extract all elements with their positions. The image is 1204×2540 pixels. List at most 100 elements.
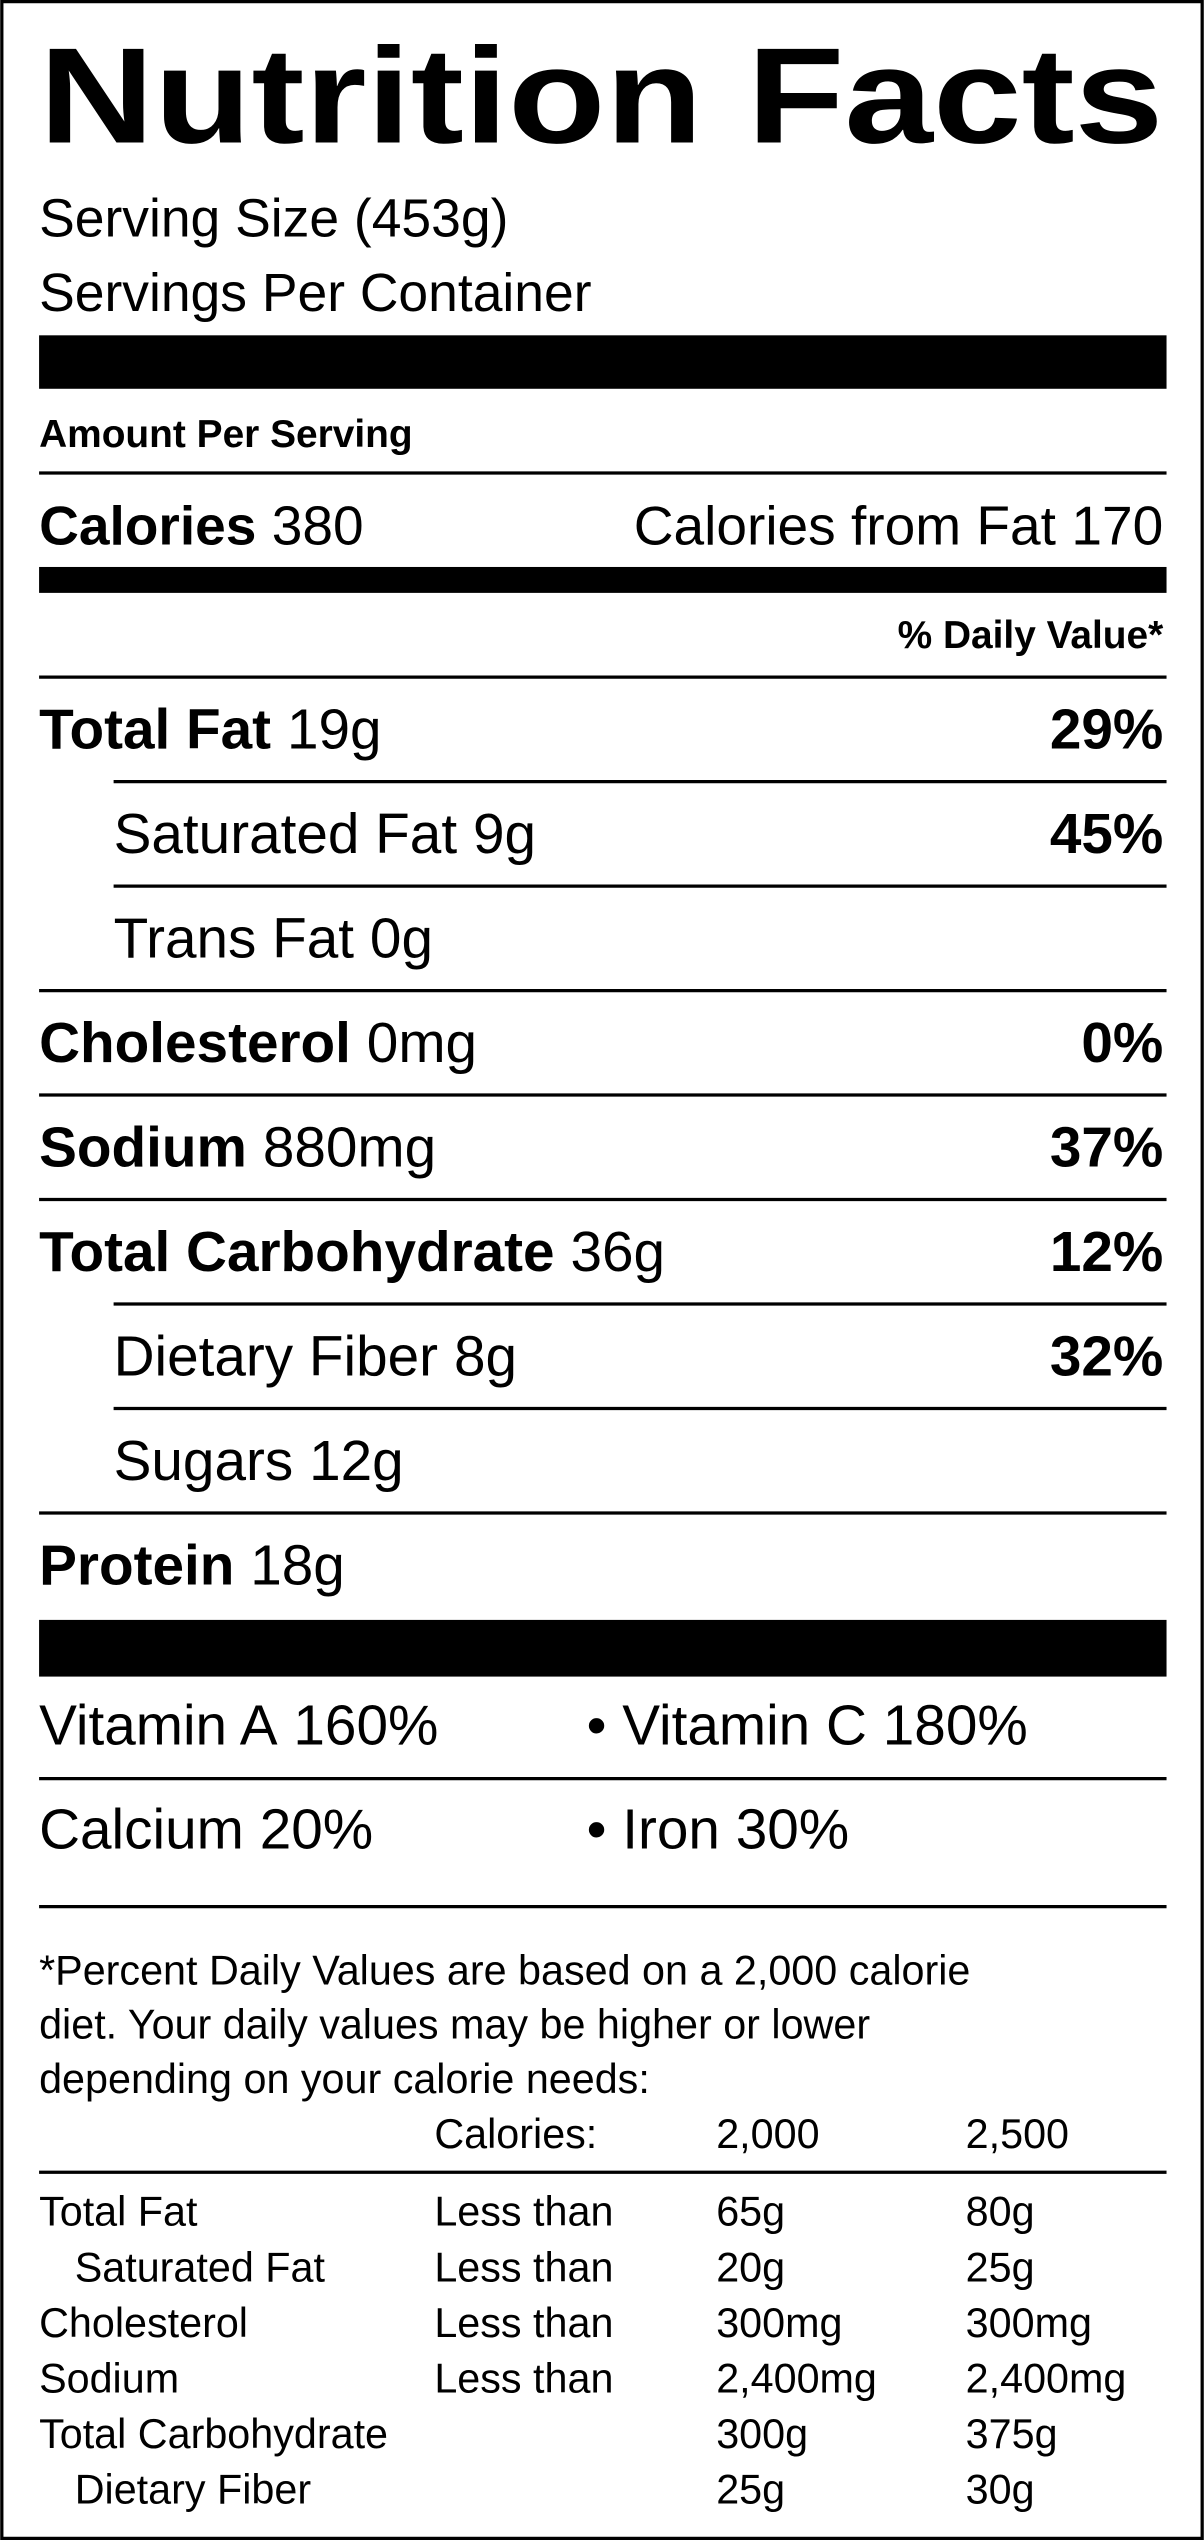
table-value-part: 2,400mg [966,2355,1127,2401]
table-header-part: Calories: [434,2111,597,2157]
nutrient-row: Dietary Fiber 8g [114,1325,517,1388]
table-nutrient-part: Total Carbohydrate [39,2411,388,2457]
vitamin-part: • Iron [587,1798,720,1861]
vitamin-part: 30% [736,1798,849,1861]
calories-from-fat: Calories from Fat 170 [634,494,1164,556]
nutrient-dv: 0% [1081,1012,1163,1075]
table-value-part: 80g [966,2189,1035,2235]
table-nutrient: Cholesterol [39,2300,248,2346]
table-value: 65g [716,2189,785,2235]
table-value-part: 300mg [716,2300,842,2346]
table-header: Calories: [434,2111,597,2157]
nutrient-row-part: Total Carbohydrate [39,1221,555,1284]
footnote-line: diet. Your daily values may be higher or… [39,2002,870,2048]
nutrient-row-part: 9g [473,803,536,866]
nutrient-row: Sodium 880mg [39,1116,436,1179]
vitamin-part: 160% [293,1695,438,1758]
calories-from-fat-part: 170 [1071,494,1163,556]
thick-bar [39,335,1167,389]
calories-part: Calories [39,494,256,556]
vitamin-part: 180% [883,1695,1028,1758]
nutrient-row: Trans Fat 0g [114,907,433,970]
table-value-part: 25g [716,2467,785,2513]
table-value-part: 25g [966,2244,1035,2290]
nutrient-dv: 45% [1050,803,1163,866]
table-value-part: 30g [966,2467,1035,2513]
table-value: 25g [966,2244,1035,2290]
table-nutrient: Total Carbohydrate [39,2411,388,2457]
thick-bar [39,566,1167,593]
table-limit-part: Less than [434,2189,613,2235]
footnote-line-part: *Percent Daily Values are based on a 2,0… [39,1947,970,1993]
nutrient-row-part: 36g [570,1221,665,1284]
servings-per-container-part: Servings Per Container [39,264,591,323]
table-limit: Less than [434,2244,613,2290]
nutrient-dv: 32% [1050,1325,1163,1388]
nutrient-row: Total Fat 19g [39,698,381,761]
table-value-part: 300mg [966,2300,1092,2346]
table-value-part: 2,400mg [716,2355,877,2401]
table-nutrient-part: Total Fat [39,2189,198,2235]
calories: Calories 380 [39,494,364,556]
table-value: 300mg [716,2300,842,2346]
nutrient-row-part: Cholesterol [39,1012,351,1075]
nutrient-row-part: 8g [454,1325,517,1388]
nutrient-row-part: Sugars [114,1430,294,1493]
table-nutrient-part: Cholesterol [39,2300,248,2346]
table-value-part: 20g [716,2244,785,2290]
vitamin: Calcium 20% [39,1798,373,1861]
table-nutrient-part: Sodium [39,2355,179,2401]
nutrient-row-part: 12g [309,1430,404,1493]
table-value-part: 375g [966,2411,1058,2457]
table-header-part: 2,000 [716,2111,819,2157]
table-value: 300g [716,2411,808,2457]
table-nutrient: Saturated Fat [75,2244,326,2290]
table-nutrient: Total Fat [39,2189,198,2235]
table-nutrient-part: Saturated Fat [75,2244,326,2290]
nutrient-dv-part: 37% [1050,1116,1163,1179]
table-limit-part: Less than [434,2355,613,2401]
nutrient-dv-part: 12% [1050,1221,1163,1284]
nutrient-row: Protein 18g [39,1534,345,1597]
calories-part: 380 [272,494,364,556]
nutrient-row-part: 0mg [367,1012,477,1075]
vitamin: Vitamin A 160% [39,1695,438,1758]
vitamin-part: Calcium [39,1798,244,1861]
nutrient-row: Cholesterol 0mg [39,1012,477,1075]
servings-per-container: Servings Per Container [39,264,591,323]
table-value: 25g [716,2467,785,2513]
nutrient-row-part: 0g [370,907,433,970]
nutrient-row-part: Total Fat [39,698,271,761]
nutrient-row-part: Trans Fat [114,907,355,970]
vitamin-part: • Vitamin C [587,1695,867,1758]
nutrient-dv: 12% [1050,1221,1163,1284]
table-limit-part: Less than [434,2244,613,2290]
thick-bar [39,1619,1167,1677]
nutrient-row-part: 18g [250,1534,345,1597]
table-limit: Less than [434,2189,613,2235]
table-nutrient-part: Dietary Fiber [75,2467,312,2513]
vitamin: • Vitamin C 180% [587,1695,1028,1758]
serving-size: Serving Size (453g) [39,190,508,249]
nutrient-row-part: Protein [39,1534,234,1597]
title-part: Nutrition Facts [39,20,1163,172]
nutrient-row-part: 880mg [263,1116,436,1179]
nutrient-dv-part: 45% [1050,803,1163,866]
table-value-part: 300g [716,2411,808,2457]
table-value-part: 65g [716,2189,785,2235]
daily-value-header-part: % Daily Value* [898,614,1165,657]
nutrient-row: Saturated Fat 9g [114,803,536,866]
table-nutrient: Dietary Fiber [75,2467,312,2513]
footnote-line: *Percent Daily Values are based on a 2,0… [39,1947,970,1993]
nutrient-row-part: Sodium [39,1116,247,1179]
nutrient-row-part: Dietary Fiber [114,1325,438,1388]
footnote-line-part: depending on your calorie needs: [39,2056,650,2102]
daily-value-header: % Daily Value* [898,614,1165,657]
table-nutrient: Sodium [39,2355,179,2401]
nutrient-dv-part: 29% [1050,698,1163,761]
nutrient-dv: 29% [1050,698,1163,761]
calories-from-fat-part: Calories from Fat [634,494,1056,556]
